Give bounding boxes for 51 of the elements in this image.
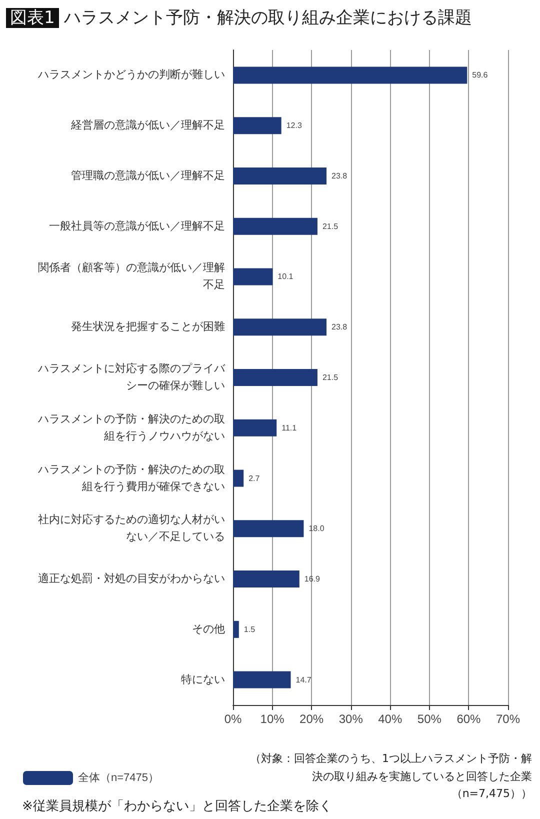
text: 21.5 — [322, 222, 338, 231]
bar — [233, 66, 468, 84]
y-tick-label: 適正な処罰・対処の目安がわからない — [38, 572, 225, 586]
text: ※従業員規模が「わからない」と回答した企業を除く — [22, 798, 332, 815]
x-tick-label: 50% — [417, 712, 442, 726]
bar — [233, 167, 326, 184]
y-tick-label: 管理職の意識が低い／理解不足 — [71, 168, 225, 182]
text: 14.7 — [296, 675, 312, 684]
y-tick-label: ハラスメントの予防・解決のための取組を行うノウハウがない — [37, 412, 225, 442]
y-tick-label: 発生状況を把握することが困難 — [71, 320, 225, 334]
text: 23.8 — [332, 322, 348, 332]
x-tick-label: 10% — [260, 712, 285, 726]
x-tick-label: 0% — [224, 712, 242, 726]
bar — [233, 570, 300, 588]
y-tick-label: 関係者（顧客等）の意識が低い／理解不足 — [38, 261, 225, 292]
x-tick-label: 40% — [378, 712, 402, 726]
y-tick-label: 経営層の意識が低い／理解不足 — [70, 118, 225, 132]
text: 21.5 — [322, 373, 338, 382]
y-tick-label: 特にない — [181, 674, 225, 686]
text: 59.6 — [472, 70, 488, 80]
x-tick-label: 60% — [456, 712, 482, 726]
text: 18.0 — [308, 524, 324, 534]
y-tick-label: 一般社員等の意識が低い／理解不足 — [49, 219, 225, 232]
text: 16.9 — [304, 574, 320, 584]
x-tick-label: 20% — [300, 712, 324, 726]
text: 11.1 — [282, 423, 297, 432]
x-tick-label: 70% — [496, 712, 520, 726]
text: 23.8 — [332, 171, 348, 180]
bar — [233, 218, 318, 235]
x-tick-label: 30% — [338, 712, 364, 726]
bar — [233, 419, 277, 436]
bar — [233, 620, 239, 638]
y-tick-label: 社内に対応するための適切な人材がいない／不足している — [38, 513, 225, 544]
text: 2.7 — [248, 474, 260, 483]
legend-label: 全体（n=7475） — [78, 772, 160, 784]
bar — [233, 671, 291, 688]
text: 12.3 — [286, 121, 302, 130]
text: 10.1 — [278, 272, 294, 282]
bar — [233, 520, 304, 538]
text: 1.5 — [244, 624, 256, 634]
chart-title: 図表1 ハラスメント予防・解決の取り組み企業における課題 — [9, 7, 472, 29]
bar — [233, 117, 282, 134]
y-tick-label: ハラスメントの予防・解決のための取組を行う費用が確保できない — [37, 462, 225, 493]
bar — [233, 470, 244, 487]
y-tick-label: ハラスメントに対応する際のプライバシーの確保が難しい — [37, 362, 226, 392]
bar — [233, 369, 318, 386]
bar — [233, 318, 326, 336]
y-tick-label: ハラスメントかどうかの判断が難しい — [37, 68, 225, 82]
text: （対象：回答企業のうち、1つ以上ハラスメント予防・解決の取り組みを実施していると回答した企業（n=7,475）） — [250, 752, 532, 800]
bar — [233, 268, 273, 286]
y-tick-label: その他 — [192, 623, 225, 636]
